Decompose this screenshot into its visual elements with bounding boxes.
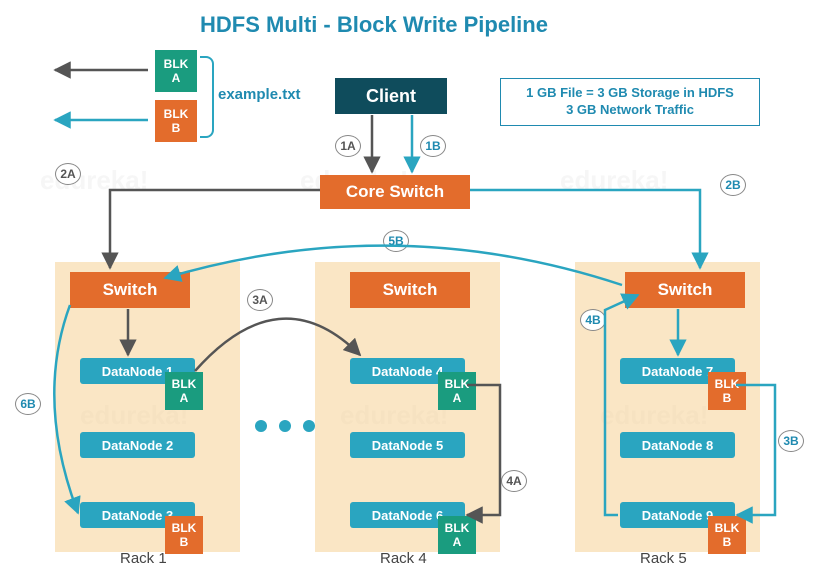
file-bracket xyxy=(200,56,214,138)
node9-blk-b: BLK B xyxy=(708,516,746,554)
info-line2: 3 GB Network Traffic xyxy=(511,102,749,119)
step-2b: 2B xyxy=(720,174,746,196)
step-4b: 4B xyxy=(580,309,606,331)
rack-1-label: Rack 1 xyxy=(120,550,167,567)
dot xyxy=(279,420,291,432)
step-6b: 6B xyxy=(15,393,41,415)
step-1a: 1A xyxy=(335,135,361,157)
rack-4-label: Rack 4 xyxy=(380,550,427,567)
step-2a: 2A xyxy=(55,163,81,185)
step-3a: 3A xyxy=(247,289,273,311)
step-4a: 4A xyxy=(501,470,527,492)
node7-blk-b: BLK B xyxy=(708,372,746,410)
dot xyxy=(255,420,267,432)
ellipsis-dots xyxy=(255,420,315,432)
core-switch-box: Core Switch xyxy=(320,175,470,209)
step-5b: 5B xyxy=(383,230,409,252)
switch-5: Switch xyxy=(625,272,745,308)
datanode-2: DataNode 2 xyxy=(80,432,195,458)
example-filename: example.txt xyxy=(218,86,301,103)
blk-a-label: BLK A xyxy=(155,50,197,92)
step-3b: 3B xyxy=(778,430,804,452)
step-1b: 1B xyxy=(420,135,446,157)
blk-b-label: BLK B xyxy=(155,100,197,142)
node4-blk-a: BLK A xyxy=(438,372,476,410)
dot xyxy=(303,420,315,432)
switch-4: Switch xyxy=(350,272,470,308)
watermark: edureka! xyxy=(560,165,668,196)
rack-5-label: Rack 5 xyxy=(640,550,687,567)
info-line1: 1 GB File = 3 GB Storage in HDFS xyxy=(511,85,749,102)
datanode-8: DataNode 8 xyxy=(620,432,735,458)
node1-blk-a: BLK A xyxy=(165,372,203,410)
diagram-title: HDFS Multi - Block Write Pipeline xyxy=(200,12,548,38)
node3-blk-b: BLK B xyxy=(165,516,203,554)
datanode-5: DataNode 5 xyxy=(350,432,465,458)
info-box: 1 GB File = 3 GB Storage in HDFS 3 GB Ne… xyxy=(500,78,760,126)
node6-blk-a: BLK A xyxy=(438,516,476,554)
switch-1: Switch xyxy=(70,272,190,308)
client-box: Client xyxy=(335,78,447,114)
